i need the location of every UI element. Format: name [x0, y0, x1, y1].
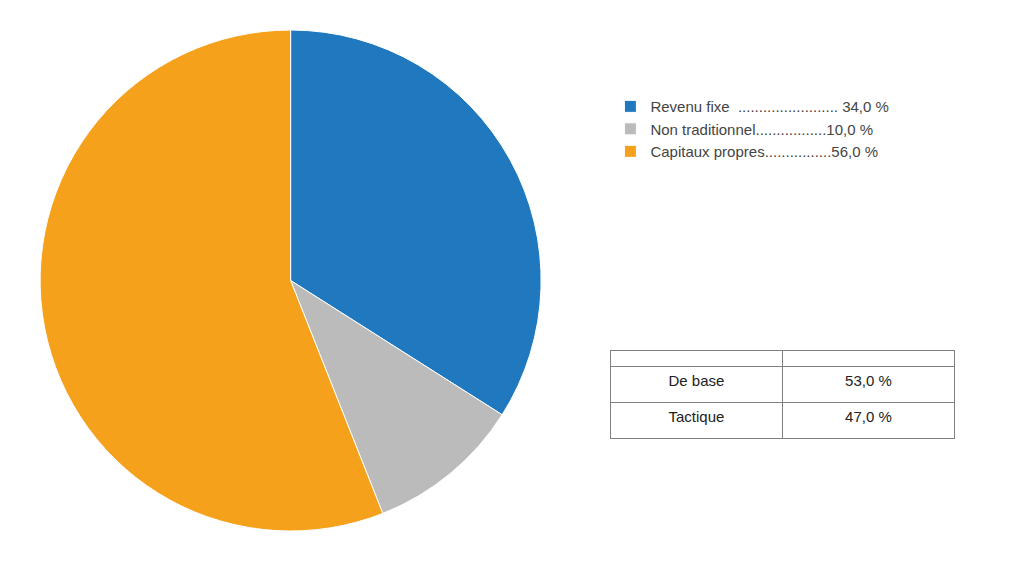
svg-text:Tactique: Tactique [668, 408, 724, 425]
svg-text:53,0 %: 53,0 % [845, 372, 892, 389]
svg-text:47,0 %: 47,0 % [845, 408, 892, 425]
svg-text:Revenu fixe .................: Revenu fixe ........................ 34,… [650, 98, 888, 115]
svg-text:Non traditionnel..............: Non traditionnel.................10,0 % [650, 121, 873, 138]
svg-text:Capitaux propres..............: Capitaux propres................56,0 % [650, 143, 878, 160]
svg-text:De base: De base [668, 372, 724, 389]
